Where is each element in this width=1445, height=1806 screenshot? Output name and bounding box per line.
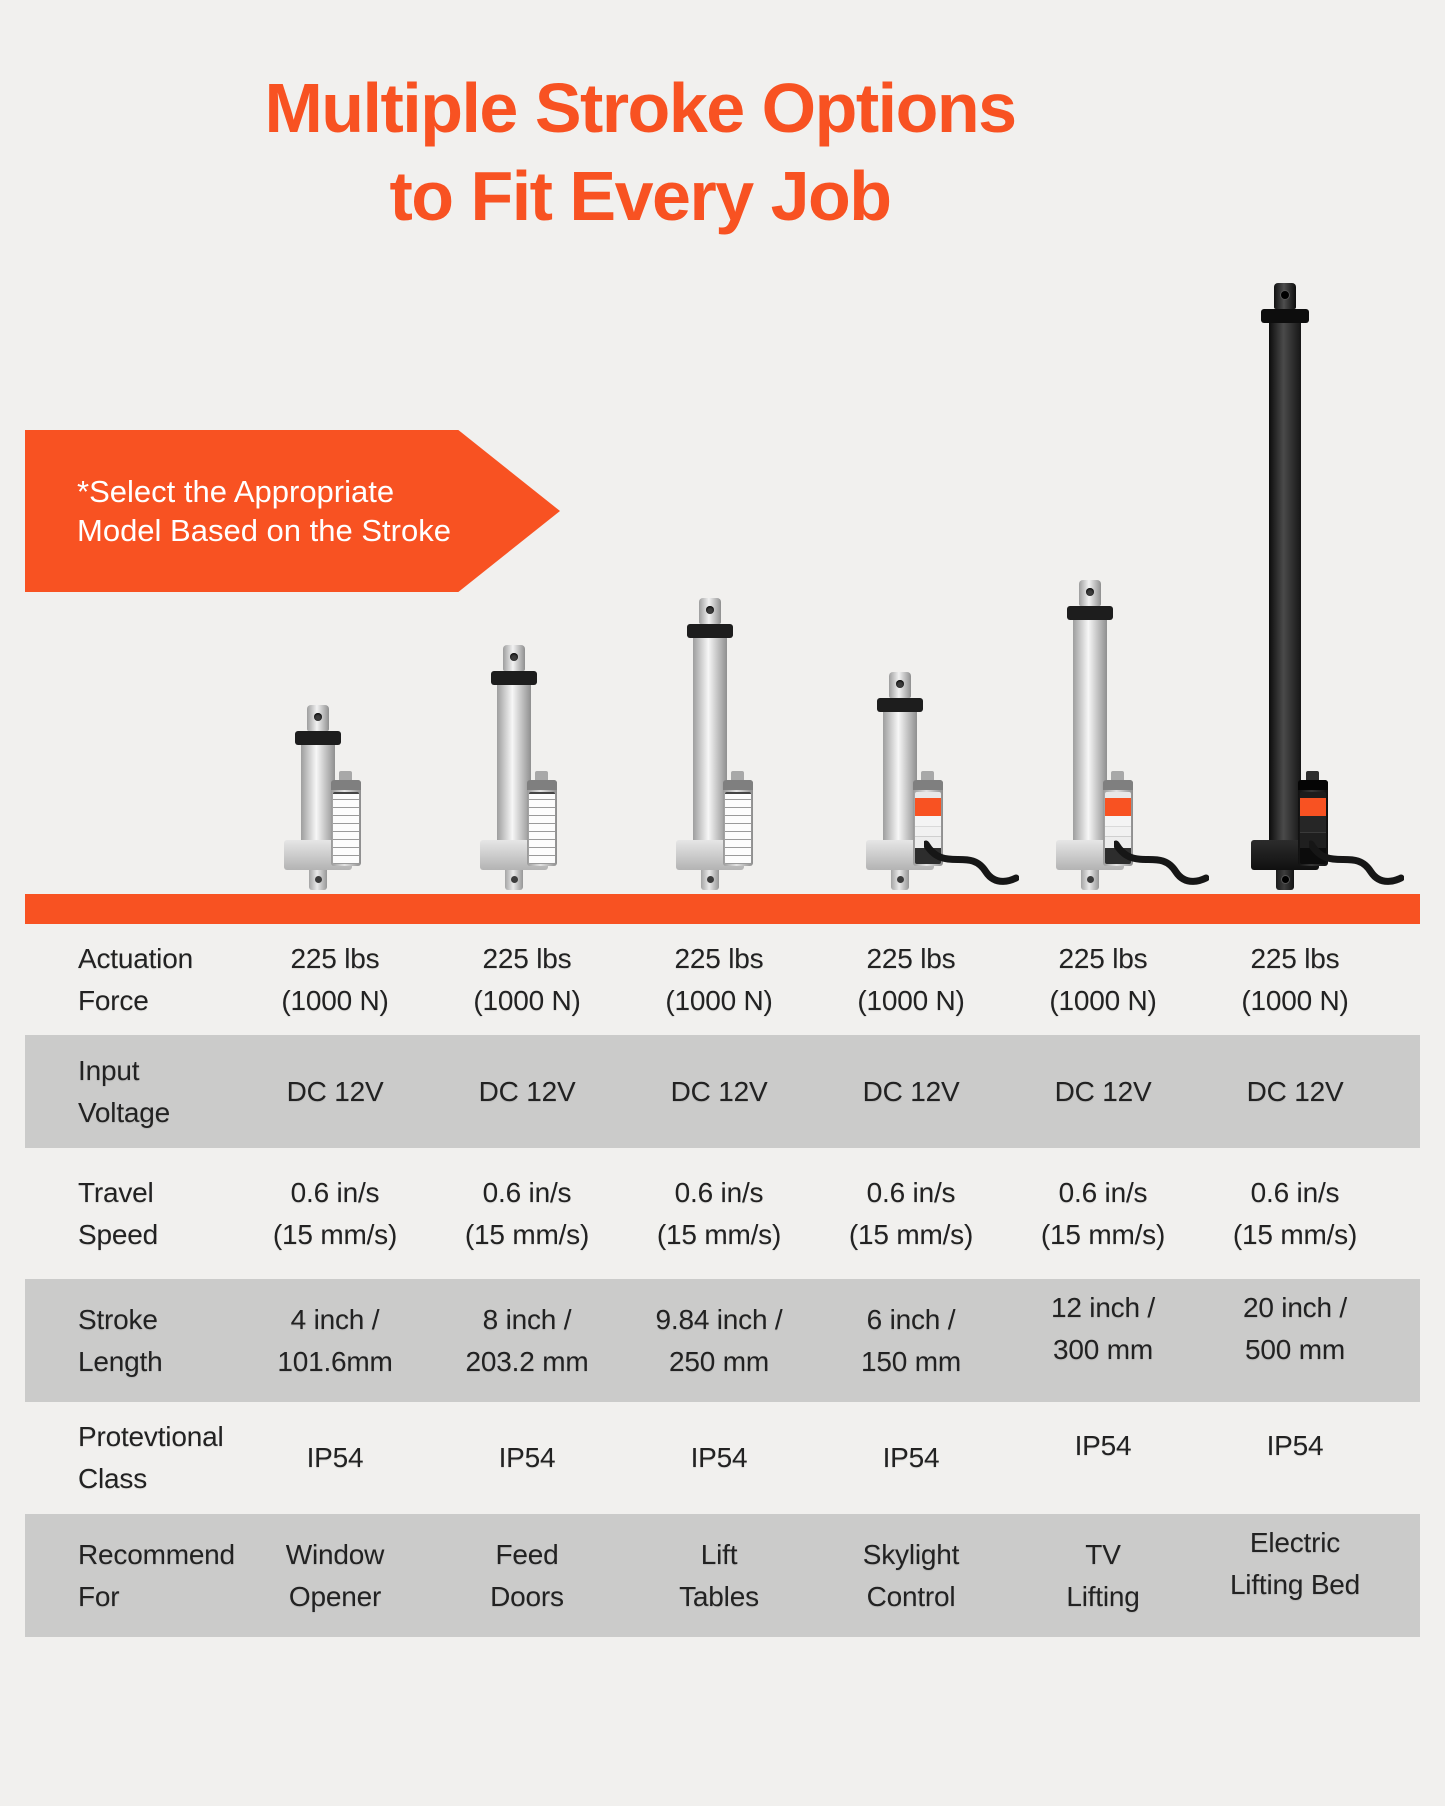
table-row-travel-speed: Travel Speed 0.6 in/s (15 mm/s) 0.6 in/s… bbox=[25, 1148, 1420, 1279]
motor bbox=[331, 771, 361, 866]
page-title: Multiple Stroke Options to Fit Every Job bbox=[264, 69, 1017, 236]
spec-value-cell: Lift Tables bbox=[679, 1538, 759, 1612]
mounting-tab bbox=[505, 870, 523, 890]
motor-cap bbox=[1103, 780, 1133, 790]
power-cable bbox=[1309, 840, 1404, 885]
actuator-tube bbox=[1073, 620, 1107, 840]
spec-value-cell: DC 12V bbox=[286, 1075, 384, 1107]
actuator-tube bbox=[497, 685, 531, 840]
actuator-tube bbox=[1269, 323, 1301, 840]
tube-collar bbox=[1067, 606, 1113, 620]
spec-value-cell: Skylight Control bbox=[862, 1538, 960, 1612]
product-actuator-20-inch bbox=[1225, 283, 1404, 890]
spec-value-cell: IP54 bbox=[498, 1442, 556, 1473]
spec-value-cell: DC 12V bbox=[1246, 1075, 1344, 1107]
table-row-stroke-length: Stroke Length 4 inch / 101.6mm 8 inch / … bbox=[25, 1279, 1420, 1402]
product-actuator-8-inch bbox=[454, 645, 574, 890]
spec-value-cell: 12 inch / 300 mm bbox=[1050, 1291, 1156, 1365]
motor-cap bbox=[527, 780, 557, 790]
table-row-actuation-force: Actuation Force 225 lbs (1000 N) 225 lbs… bbox=[25, 924, 1420, 1035]
spec-value-cell: Electric Lifting Bed bbox=[1229, 1526, 1361, 1600]
spec-value-cell: 225 lbs (1000 N) bbox=[857, 942, 965, 1016]
tube-collar bbox=[687, 624, 733, 638]
mounting-tab bbox=[1276, 870, 1294, 890]
spec-value-cell: DC 12V bbox=[478, 1075, 576, 1107]
orange-divider-bar bbox=[25, 894, 1420, 924]
motor-label bbox=[725, 792, 751, 864]
piston-clevis bbox=[503, 645, 525, 671]
piston-clevis bbox=[1079, 580, 1101, 606]
power-cable bbox=[924, 840, 1019, 885]
spec-value-cell: 0.6 in/s (15 mm/s) bbox=[272, 1176, 398, 1250]
spec-value-cell: IP54 bbox=[1074, 1430, 1132, 1461]
motor bbox=[1103, 771, 1133, 866]
mounting-tab bbox=[891, 870, 909, 890]
mounting-tab bbox=[1081, 870, 1099, 890]
spec-value-cell: 0.6 in/s (15 mm/s) bbox=[848, 1176, 974, 1250]
row-label-actuation-force: Actuation Force bbox=[78, 942, 193, 1016]
motor bbox=[527, 771, 557, 866]
spec-value-cell: DC 12V bbox=[1054, 1075, 1152, 1107]
product-actuator-9-84-inch bbox=[650, 598, 770, 890]
tube-collar bbox=[491, 671, 537, 685]
piston-clevis bbox=[889, 672, 911, 698]
spec-value-cell: 20 inch / 500 mm bbox=[1242, 1291, 1348, 1365]
power-cable bbox=[1114, 840, 1209, 885]
spec-value-cell: IP54 bbox=[1266, 1430, 1324, 1461]
spec-value-cell: IP54 bbox=[306, 1442, 364, 1473]
row-label-stroke-length: Stroke Length bbox=[78, 1303, 163, 1377]
tube-collar bbox=[877, 698, 923, 712]
spec-value-cell: DC 12V bbox=[862, 1075, 960, 1107]
table-row-input-voltage: Input Voltage DC 12V DC 12V DC 12V DC 12… bbox=[25, 1035, 1420, 1148]
spec-value-cell: Window Opener bbox=[285, 1538, 385, 1612]
actuator-tube bbox=[693, 638, 727, 840]
piston-clevis bbox=[307, 705, 329, 731]
motor-cap bbox=[1298, 780, 1328, 790]
spec-value-cell: 9.84 inch / 250 mm bbox=[655, 1303, 783, 1377]
tube-collar bbox=[295, 731, 341, 745]
spec-value-cell: 225 lbs (1000 N) bbox=[1049, 942, 1157, 1016]
product-actuator-4-inch bbox=[258, 705, 378, 890]
actuator-tube bbox=[301, 745, 335, 840]
spec-value-cell: IP54 bbox=[882, 1442, 940, 1473]
spec-value-cell: 225 lbs (1000 N) bbox=[473, 942, 581, 1016]
spec-value-cell: 0.6 in/s (15 mm/s) bbox=[1232, 1176, 1358, 1250]
product-actuator-6-inch bbox=[840, 672, 1019, 890]
actuator-tube bbox=[883, 712, 917, 840]
spec-value-cell: TV Lifting bbox=[1066, 1538, 1140, 1612]
row-label-input-voltage: Input Voltage bbox=[78, 1054, 171, 1128]
spec-value-cell: 0.6 in/s (15 mm/s) bbox=[656, 1176, 782, 1250]
tube-collar bbox=[1261, 309, 1309, 323]
spec-value-cell: Feed Doors bbox=[490, 1538, 564, 1612]
spec-value-cell: 225 lbs (1000 N) bbox=[665, 942, 773, 1016]
spec-value-cell: 4 inch / 101.6mm bbox=[277, 1303, 393, 1377]
row-label-recommend-for: Recommend For bbox=[78, 1538, 235, 1612]
motor-label bbox=[333, 792, 359, 864]
spec-value-cell: 225 lbs (1000 N) bbox=[1241, 942, 1349, 1016]
piston-clevis bbox=[1274, 283, 1296, 309]
motor-cap bbox=[913, 780, 943, 790]
spec-value-cell: 6 inch / 150 mm bbox=[861, 1303, 961, 1377]
table-row-recommend-for: Recommend For Window Opener Feed Doors L… bbox=[25, 1514, 1420, 1637]
row-label-protevtional-class: Protevtional Class bbox=[78, 1421, 224, 1494]
table-row-protevtional-class: Protevtional Class IP54 IP54 IP54 IP54 I… bbox=[25, 1402, 1420, 1514]
select-note-banner: *Select the Appropriate Model Based on t… bbox=[25, 430, 560, 592]
spec-value-cell: 0.6 in/s (15 mm/s) bbox=[1040, 1176, 1166, 1250]
spec-value-cell: 225 lbs (1000 N) bbox=[281, 942, 389, 1016]
motor-cap bbox=[723, 780, 753, 790]
piston-clevis bbox=[699, 598, 721, 624]
mounting-tab bbox=[701, 870, 719, 890]
motor-cap bbox=[331, 780, 361, 790]
spec-value-cell: IP54 bbox=[690, 1442, 748, 1473]
spec-value-cell: 0.6 in/s (15 mm/s) bbox=[464, 1176, 590, 1250]
spec-value-cell: DC 12V bbox=[670, 1075, 768, 1107]
spec-value-cell: 8 inch / 203.2 mm bbox=[465, 1303, 589, 1377]
row-label-travel-speed: Travel Speed bbox=[78, 1176, 158, 1250]
product-actuator-12-inch bbox=[1030, 580, 1209, 890]
motor-label bbox=[529, 792, 555, 864]
motor bbox=[723, 771, 753, 866]
select-note-text: *Select the Appropriate Model Based on t… bbox=[77, 474, 451, 548]
mounting-tab bbox=[309, 870, 327, 890]
